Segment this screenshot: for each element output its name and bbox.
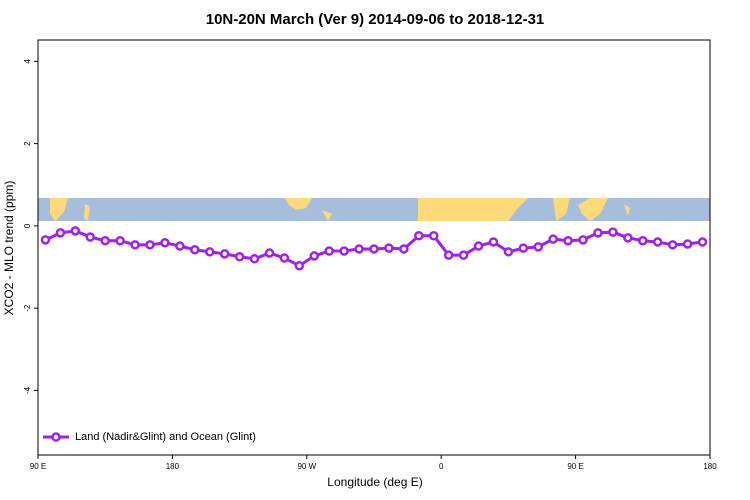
point <box>160 238 170 248</box>
point <box>667 240 678 250</box>
point <box>55 228 66 238</box>
point <box>294 261 305 271</box>
map-strip <box>38 198 710 221</box>
point <box>623 233 633 243</box>
point <box>354 244 364 254</box>
point <box>339 246 349 256</box>
point <box>384 243 394 253</box>
point <box>115 235 125 246</box>
x-tick-label: 90 E <box>30 462 46 471</box>
point <box>175 241 185 251</box>
y-tick-label: 0 <box>23 223 32 228</box>
point <box>518 243 529 253</box>
y-tick-label: -4 <box>23 386 32 394</box>
point <box>443 250 454 260</box>
x-tick-label: 90 W <box>297 462 316 471</box>
point <box>279 253 290 263</box>
legend-marker <box>51 432 61 442</box>
point <box>234 252 245 262</box>
point <box>697 237 708 247</box>
chart-title: 10N-20N March (Ver 9) 2014-09-06 to 2018… <box>206 11 545 28</box>
point <box>369 244 379 254</box>
point <box>100 235 110 246</box>
point <box>638 235 648 246</box>
point <box>85 232 96 242</box>
point <box>473 241 484 251</box>
point <box>563 235 573 246</box>
x-tick-label: 180 <box>166 462 180 471</box>
point <box>130 240 140 250</box>
point <box>428 231 439 241</box>
point <box>533 242 544 252</box>
point <box>578 235 588 245</box>
point <box>593 228 603 238</box>
y-tick-label: 4 <box>23 59 32 64</box>
point <box>414 231 424 241</box>
point <box>190 245 200 255</box>
point <box>309 251 320 261</box>
y-axis-label: XCO2 - MLO trend (ppm) <box>2 181 16 316</box>
point <box>682 239 693 249</box>
plot-frame <box>37 39 711 456</box>
point <box>458 250 469 260</box>
x-tick-label: 0 <box>439 462 444 471</box>
point <box>264 248 275 258</box>
point <box>324 246 334 256</box>
point <box>145 240 155 250</box>
point <box>548 234 558 244</box>
point <box>40 235 51 245</box>
point <box>652 237 663 247</box>
point <box>70 226 81 236</box>
x-axis-label: Longitude (deg E) <box>327 475 422 489</box>
point <box>219 249 230 259</box>
point <box>399 244 409 254</box>
x-tick-label: 180 <box>703 462 717 471</box>
point <box>249 254 260 264</box>
point <box>503 247 514 257</box>
point <box>488 237 499 247</box>
y-tick-label: 2 <box>23 141 32 146</box>
y-tick-label: -2 <box>23 304 32 312</box>
point <box>204 247 215 257</box>
point <box>608 227 618 237</box>
legend-label: Land (Nadir&Glint) and Ocean (Glint) <box>75 431 256 443</box>
x-tick-label: 90 E <box>567 462 583 471</box>
